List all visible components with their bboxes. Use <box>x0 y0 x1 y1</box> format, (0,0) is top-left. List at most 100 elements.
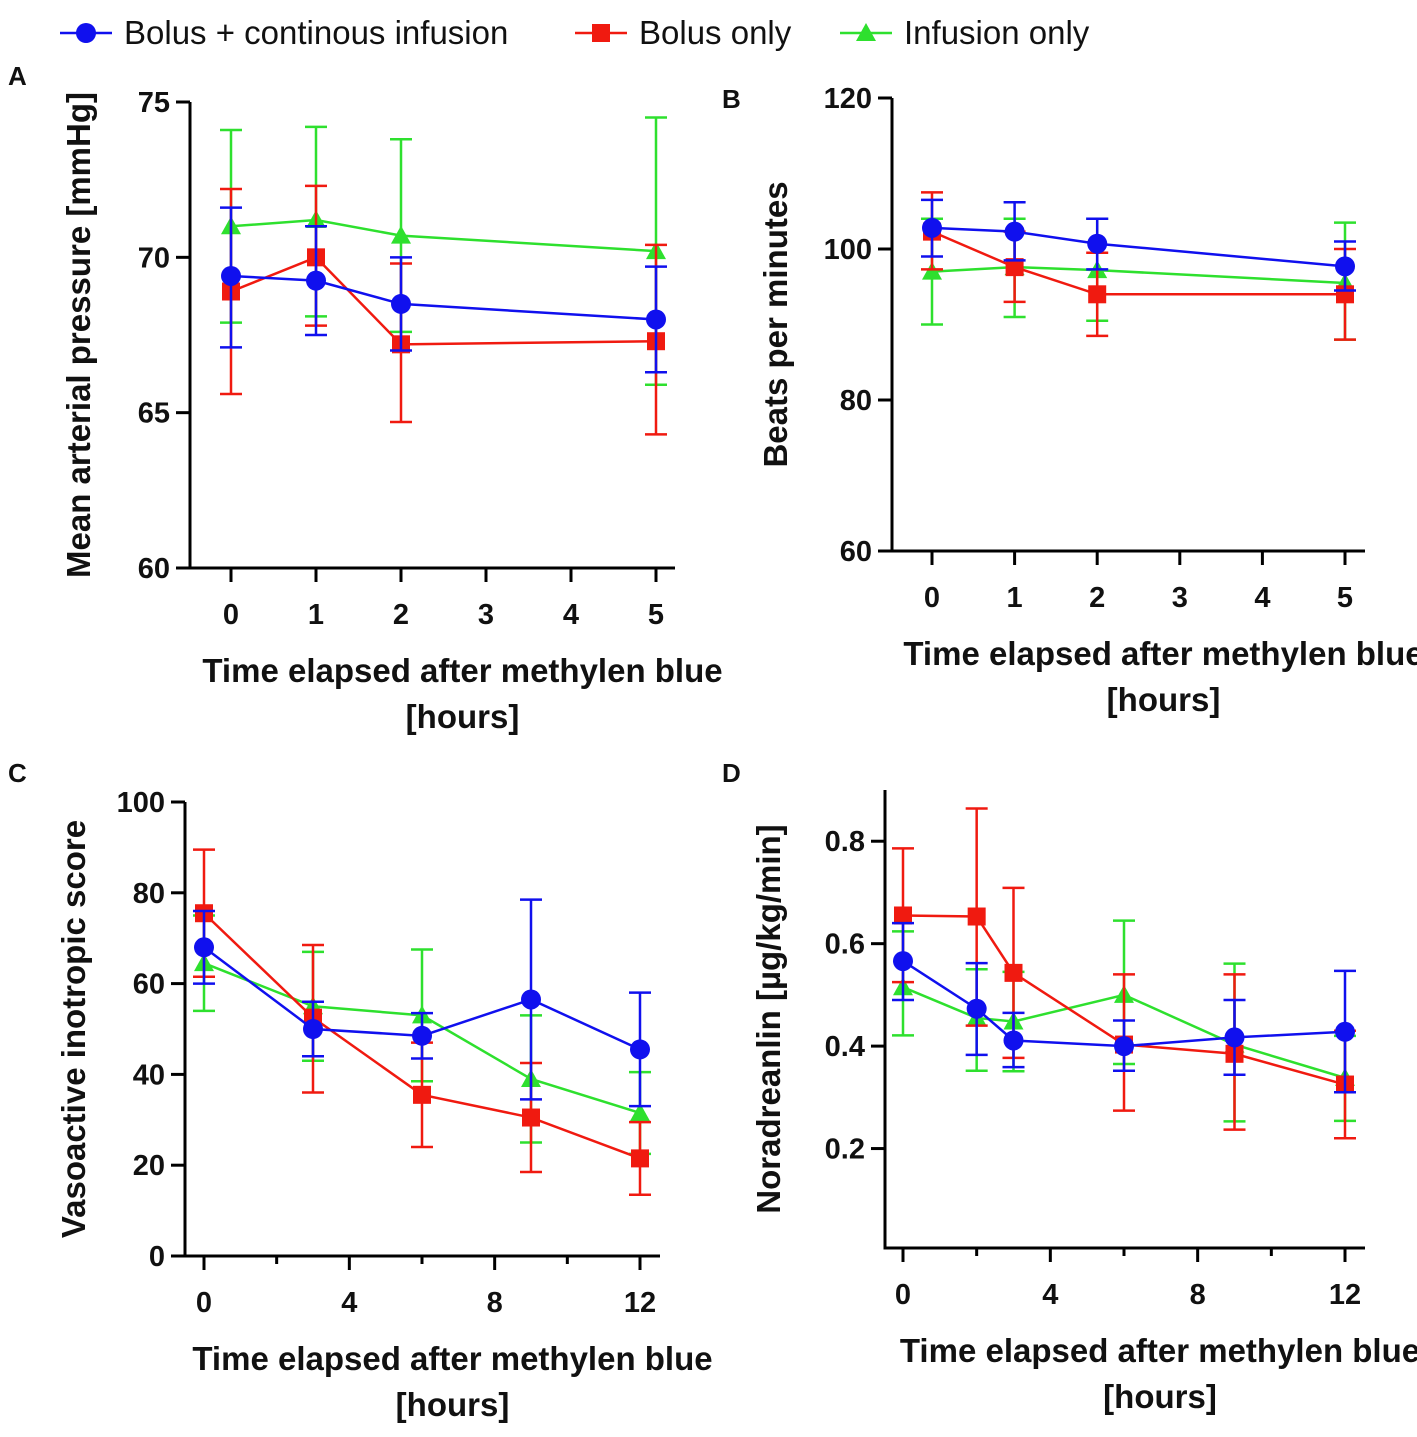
x-axis-title-unit: [hours] <box>406 698 520 735</box>
series-line <box>902 914 1346 1086</box>
data-point <box>1004 221 1025 242</box>
x-axis-title: Time elapsed after methylen blue <box>192 1340 712 1377</box>
x-tick-label: 0 <box>895 1279 911 1311</box>
x-tick-label: 2 <box>1089 582 1105 614</box>
data-point <box>221 265 241 286</box>
data-point <box>1087 233 1108 254</box>
data-point <box>1088 285 1107 304</box>
data-point <box>412 1025 432 1046</box>
data-point <box>306 270 326 291</box>
x-tick-label: 12 <box>1329 1279 1361 1311</box>
y-tick-label: 0.2 <box>825 1134 865 1166</box>
x-tick-label: 5 <box>648 599 664 631</box>
y-tick-label: 75 <box>138 87 170 119</box>
x-tick-label: 8 <box>1190 1279 1206 1311</box>
x-tick-label: 1 <box>1007 582 1023 614</box>
y-tick-label: 120 <box>824 83 872 115</box>
panel-label: C <box>8 758 27 788</box>
data-point <box>1004 963 1023 982</box>
x-tick-label: 4 <box>1254 582 1270 614</box>
y-tick-label: 80 <box>840 385 872 417</box>
data-point <box>391 225 411 244</box>
y-tick-label: 100 <box>824 234 872 266</box>
legend-marker-triangle <box>856 23 876 41</box>
data-point <box>967 907 986 926</box>
series-line <box>902 960 1346 1048</box>
data-point <box>1335 1021 1355 1042</box>
y-tick-label: 0 <box>149 1241 165 1273</box>
legend-marker-square <box>592 24 610 42</box>
x-tick-label: 1 <box>308 599 324 631</box>
x-axis-title: Time elapsed after methylen blue <box>900 1332 1417 1369</box>
data-point <box>922 261 942 280</box>
legend-label: Bolus only <box>639 14 792 51</box>
x-tick-label: 5 <box>1337 582 1353 614</box>
x-axis-title-unit: [hours] <box>396 1386 510 1423</box>
data-point <box>194 937 214 958</box>
series-0 <box>892 921 1356 1094</box>
y-tick-label: 0.6 <box>825 929 865 961</box>
y-tick-label: 0.8 <box>825 826 865 858</box>
series-line <box>230 218 657 253</box>
data-point <box>1224 1027 1245 1048</box>
data-point <box>1003 1030 1024 1051</box>
series-line <box>931 230 1345 296</box>
data-point <box>521 989 541 1010</box>
data-point <box>893 951 913 972</box>
y-tick-label: 0.4 <box>825 1031 865 1063</box>
x-tick-label: 0 <box>223 599 239 631</box>
x-tick-label: 0 <box>924 582 940 614</box>
series-0 <box>193 898 651 1108</box>
y-tick-label: 60 <box>840 536 872 568</box>
panel-b: B 60 80 100 120 0 1 2 3 4 5 Time elapsed after meth… <box>722 83 1417 718</box>
y-axis-title: Mean arterial pressure [mmHg] <box>60 92 97 578</box>
x-tick-label: 12 <box>624 1287 656 1319</box>
panel-d: D 0.2 0.4 0.6 0.8 0 4 8 12 Time elapsed after met… <box>722 758 1417 1415</box>
data-point <box>966 998 987 1019</box>
legend-marker-circle <box>76 23 96 43</box>
x-axis-title-unit: [hours] <box>1103 1378 1217 1415</box>
series-0 <box>220 206 667 374</box>
legend-label: Infusion only <box>904 14 1090 51</box>
data-point <box>631 1149 649 1168</box>
y-tick-label: 40 <box>133 1059 165 1091</box>
panel-c: C 0 20 40 60 80 100 0 4 8 12 Time elapsed after met… <box>8 758 713 1423</box>
series-1 <box>892 807 1356 1140</box>
legend-item: Infusion only <box>840 14 1090 51</box>
panel-label: A <box>8 61 27 91</box>
x-tick-label: 3 <box>478 599 494 631</box>
panel-label: D <box>722 758 741 788</box>
panel-label: B <box>722 84 741 114</box>
x-tick-label: 0 <box>196 1287 212 1319</box>
x-tick-label: 3 <box>1172 582 1188 614</box>
y-tick-label: 70 <box>138 242 170 274</box>
x-axis-title-unit: [hours] <box>1107 681 1221 718</box>
data-point <box>1335 256 1355 277</box>
legend-item: Bolus only <box>575 14 792 51</box>
data-point <box>630 1039 650 1060</box>
data-point <box>1005 258 1024 277</box>
y-tick-label: 80 <box>133 878 165 910</box>
y-tick-label: 20 <box>133 1150 165 1182</box>
series-1 <box>921 191 1356 341</box>
x-tick-label: 4 <box>1042 1279 1058 1311</box>
legend-label: Bolus + continous infusion <box>124 14 508 51</box>
legend-item: Bolus + continous infusion <box>60 14 508 51</box>
x-axis-title: Time elapsed after methylen blue <box>202 652 722 689</box>
x-tick-label: 4 <box>563 599 579 631</box>
series-0 <box>921 198 1356 292</box>
y-axis-title: Noradreanlin [µg/kg/min] <box>750 824 787 1213</box>
series-line <box>230 274 657 321</box>
data-point <box>630 1102 650 1121</box>
data-point <box>303 1019 323 1039</box>
data-point <box>1114 1036 1134 1057</box>
data-point <box>413 1085 431 1104</box>
y-tick-label: 100 <box>117 787 165 819</box>
series-2 <box>921 217 1356 341</box>
data-point <box>646 309 666 330</box>
y-tick-label: 60 <box>133 969 165 1001</box>
data-point <box>391 293 411 314</box>
x-tick-label: 4 <box>341 1287 357 1319</box>
